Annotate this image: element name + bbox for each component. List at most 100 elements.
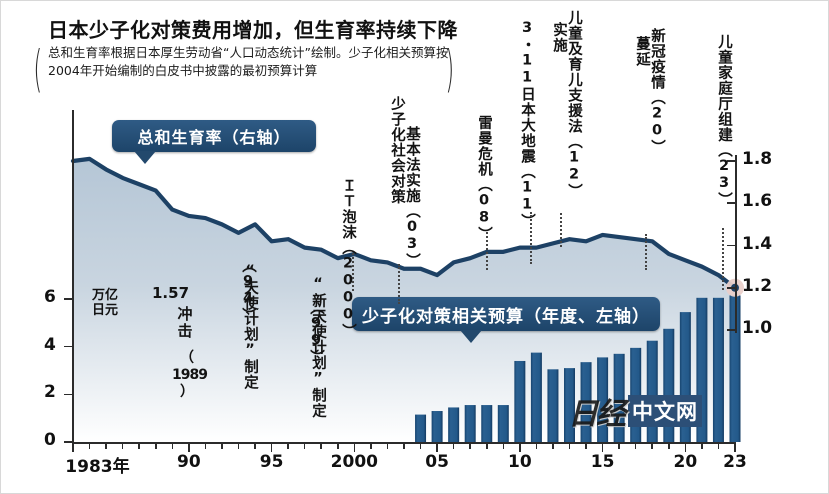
tick-x xyxy=(287,442,289,449)
annotation-support-law: 儿童及育儿支援法（12） xyxy=(566,10,582,199)
tick-x xyxy=(72,442,74,452)
tick-x xyxy=(552,442,554,449)
paren-right: ) xyxy=(445,40,455,98)
tick-x xyxy=(469,442,471,449)
x-axis-label: 1983年 xyxy=(65,457,130,477)
tick-x xyxy=(717,442,720,449)
tick-right xyxy=(727,286,736,289)
tick-x xyxy=(419,442,422,449)
annotation-new-angel-plan-year: （99） xyxy=(308,300,324,365)
x-axis-label: 20 xyxy=(673,452,698,472)
left-axis-unit: 万亿 日元 xyxy=(92,288,119,318)
tick-x xyxy=(188,442,190,452)
source-note-block: ( 总和生育率根据日本厚生劳动省“人口动态统计”绘制。少子化相关预算按2004年… xyxy=(33,40,468,98)
watermark: 日经 中文网 xyxy=(568,393,702,432)
tick-x xyxy=(701,442,703,449)
tick-right xyxy=(727,329,736,331)
legend-budget-label: 少子化对策相关预算（年度、左轴） xyxy=(362,306,650,327)
leader-earthquake xyxy=(530,212,532,264)
tick-x xyxy=(138,442,140,449)
annotation-angel-plan-year: （94） xyxy=(240,258,256,323)
tick-left xyxy=(64,441,73,443)
x-axis-label: 2000 xyxy=(330,452,379,472)
annotation-earthquake: 3・11日本大地震（11） xyxy=(519,20,535,229)
leader-children-agency xyxy=(722,228,724,290)
tick-left xyxy=(64,345,73,348)
leader-it-bubble xyxy=(352,253,354,291)
x-axis-label: 95 xyxy=(259,452,284,472)
annotation-basic-law-2: 基本法实施（03） xyxy=(404,126,420,269)
tick-x xyxy=(684,442,687,452)
y-axis-left xyxy=(72,110,74,443)
annotation-children-agency: 儿童家庭厅组建（23） xyxy=(716,34,732,208)
tick-x xyxy=(154,442,157,449)
tick-x xyxy=(353,442,356,452)
annotation-157-year: （1989） xyxy=(172,350,208,400)
annotation-157-shock: 冲击 xyxy=(177,305,193,340)
tick-label-left: 4 xyxy=(44,334,56,355)
legend-tfr: 总和生育率（右轴） xyxy=(112,120,316,164)
tick-x xyxy=(668,442,670,449)
tick-x xyxy=(601,442,604,452)
tick-label-right: 1.0 xyxy=(742,318,773,338)
annotation-lehman: 雷曼危机（08） xyxy=(476,115,492,242)
tick-left xyxy=(64,393,73,396)
x-axis-label: 23 xyxy=(723,452,747,472)
tick-x xyxy=(568,442,571,449)
tick-x xyxy=(320,442,323,449)
legend-tfr-label: 总和生育率（右轴） xyxy=(137,128,291,147)
tick-label-left: 6 xyxy=(44,287,56,307)
tick-x xyxy=(502,442,505,449)
tick-x xyxy=(585,442,587,449)
tick-x xyxy=(618,442,620,449)
tick-right xyxy=(727,244,736,247)
tick-label-right: 1.4 xyxy=(742,233,773,254)
annotation-covid: 新冠疫情（20） xyxy=(649,28,665,155)
leader-support-law xyxy=(560,213,562,247)
annotation-covid-spread: 蔓延 xyxy=(634,36,650,67)
tick-x xyxy=(734,442,736,452)
leader-covid xyxy=(645,234,647,270)
annotation-angel-plan: “天使计划”制定 xyxy=(242,263,258,390)
callout-tail xyxy=(460,330,482,343)
leader-lehman xyxy=(486,232,488,270)
tick-right xyxy=(727,202,736,205)
source-note: 总和生育率根据日本厚生劳动省“人口动态统计”绘制。少子化相关预算按2004年开始… xyxy=(48,45,449,78)
y-axis-right xyxy=(735,155,737,333)
tick-x xyxy=(403,442,405,449)
watermark-brand: 日经 xyxy=(568,397,626,432)
x-axis-label: 15 xyxy=(590,452,615,472)
tick-x xyxy=(237,442,240,449)
tick-x xyxy=(221,442,223,449)
tick-right xyxy=(727,160,736,162)
tick-x xyxy=(386,442,389,449)
tick-x xyxy=(634,442,637,449)
page-title: 日本少子化对策费用增加，但生育率持续下降 xyxy=(48,18,458,42)
tick-x xyxy=(105,442,107,449)
tick-label-right: 1.6 xyxy=(742,191,773,212)
legend-budget: 少子化对策相关预算（年度、左轴） xyxy=(352,297,660,343)
tick-x xyxy=(337,442,339,449)
tick-x xyxy=(254,442,256,449)
annotation-new-angel-plan: “新天使计划”制定 xyxy=(310,276,326,419)
tick-x xyxy=(535,442,538,449)
paren-left: ( xyxy=(33,40,43,98)
tick-x xyxy=(303,442,306,449)
tick-label-right: 1.8 xyxy=(742,149,773,169)
tick-x xyxy=(436,442,438,452)
callout-tail xyxy=(134,151,156,164)
annotation-157-value: 1.57 xyxy=(152,284,190,302)
tick-x xyxy=(204,442,207,449)
tick-x xyxy=(171,442,174,449)
x-axis-label: 90 xyxy=(177,452,201,472)
annotation-support-law-verb: 实施 xyxy=(551,22,567,53)
x-axis-label: 10 xyxy=(508,452,532,472)
tick-label-left: 2 xyxy=(44,382,56,403)
tick-x xyxy=(519,442,521,452)
tick-left xyxy=(64,298,73,300)
tick-x xyxy=(121,442,124,449)
tick-label-right: 1.2 xyxy=(742,275,773,296)
tick-x xyxy=(485,442,488,449)
tick-x xyxy=(452,442,455,449)
